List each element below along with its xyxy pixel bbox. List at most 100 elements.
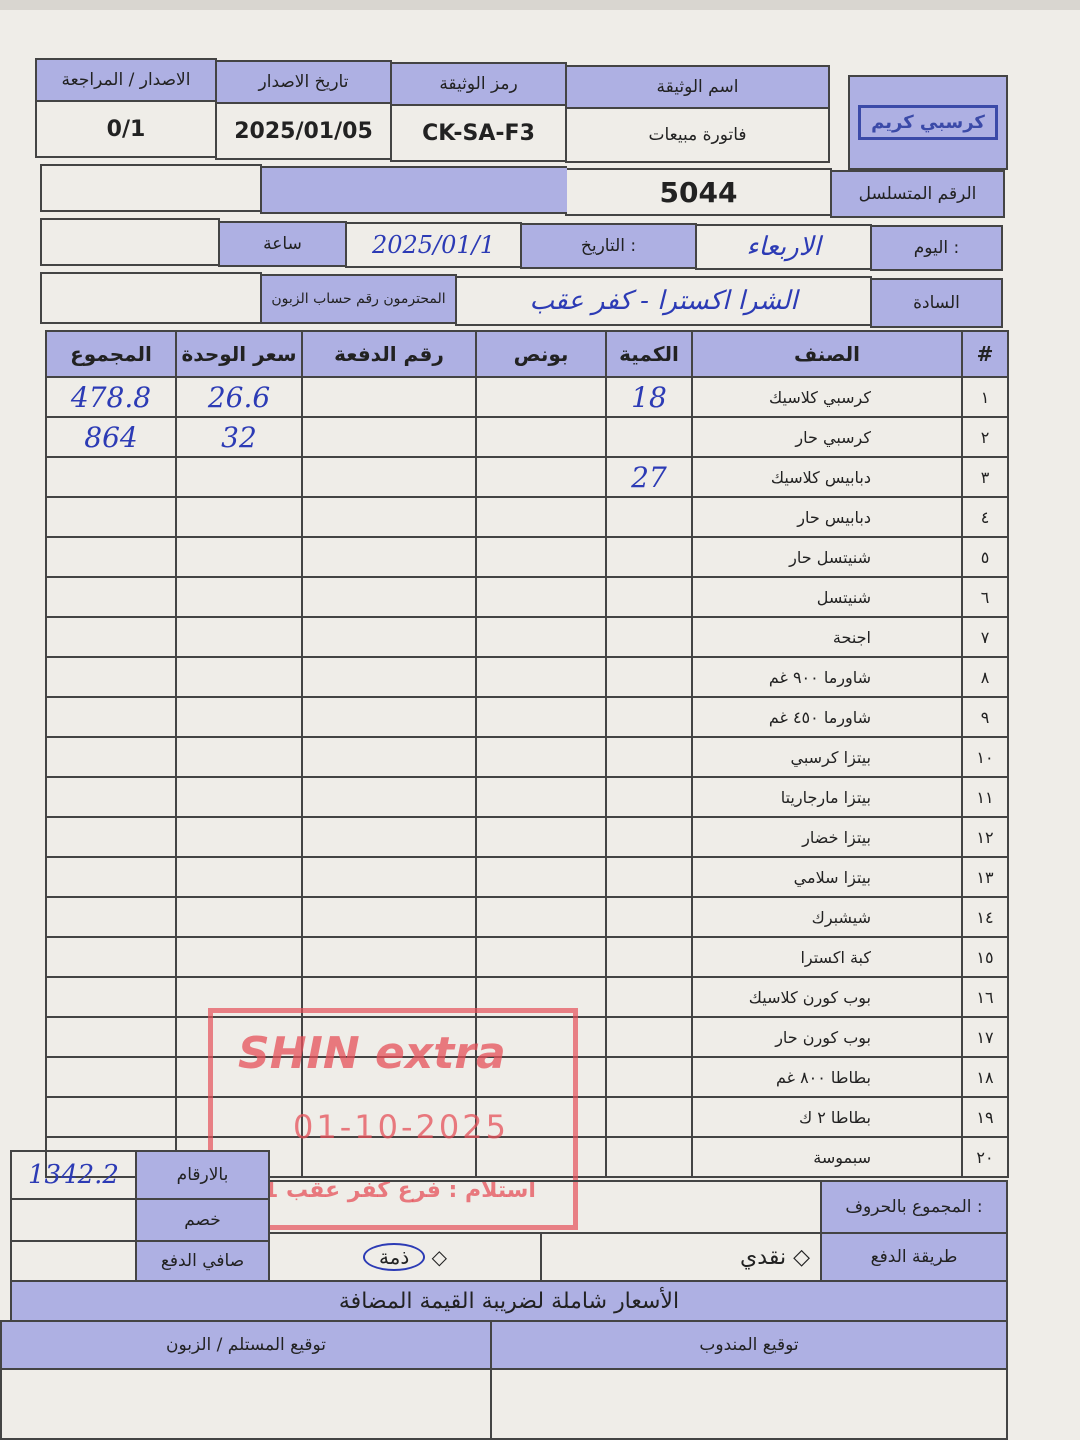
bonus[interactable] bbox=[475, 416, 607, 458]
unit-price[interactable] bbox=[175, 1096, 303, 1138]
batch-number[interactable] bbox=[301, 656, 477, 698]
customer-field[interactable]: الشرا اكسترا - كفر عقب bbox=[455, 276, 872, 326]
quantity[interactable] bbox=[605, 616, 693, 658]
bonus[interactable] bbox=[475, 976, 607, 1018]
bonus[interactable] bbox=[475, 936, 607, 978]
bonus[interactable] bbox=[475, 1136, 607, 1178]
unit-price[interactable] bbox=[175, 936, 303, 978]
total-numbers-field[interactable]: 1342.2 bbox=[10, 1150, 137, 1200]
quantity[interactable] bbox=[605, 416, 693, 458]
bonus[interactable] bbox=[475, 576, 607, 618]
quantity[interactable] bbox=[605, 576, 693, 618]
unit-price[interactable] bbox=[175, 1056, 303, 1098]
batch-number[interactable] bbox=[301, 496, 477, 538]
quantity[interactable] bbox=[605, 656, 693, 698]
line-total[interactable] bbox=[45, 656, 177, 698]
time-field[interactable] bbox=[40, 218, 220, 266]
unit-price[interactable] bbox=[175, 576, 303, 618]
quantity[interactable] bbox=[605, 736, 693, 778]
batch-number[interactable] bbox=[301, 856, 477, 898]
unit-price[interactable] bbox=[175, 776, 303, 818]
batch-number[interactable] bbox=[301, 816, 477, 858]
quantity[interactable] bbox=[605, 536, 693, 578]
unit-price[interactable] bbox=[175, 976, 303, 1018]
day-field[interactable]: الاربعاء bbox=[695, 224, 872, 270]
receiver-signature-field[interactable] bbox=[0, 1368, 492, 1440]
unit-price[interactable]: 32 bbox=[175, 416, 303, 458]
quantity[interactable] bbox=[605, 816, 693, 858]
bonus[interactable] bbox=[475, 736, 607, 778]
line-total[interactable] bbox=[45, 536, 177, 578]
quantity[interactable] bbox=[605, 776, 693, 818]
line-total[interactable]: 864 bbox=[45, 416, 177, 458]
batch-number[interactable] bbox=[301, 1016, 477, 1058]
batch-number[interactable] bbox=[301, 1056, 477, 1098]
rep-signature-field[interactable] bbox=[490, 1368, 1008, 1440]
batch-number[interactable] bbox=[301, 736, 477, 778]
batch-number[interactable] bbox=[301, 376, 477, 418]
total-words-field[interactable] bbox=[268, 1180, 822, 1234]
line-total[interactable] bbox=[45, 936, 177, 978]
batch-number[interactable] bbox=[301, 1096, 477, 1138]
line-total[interactable] bbox=[45, 1016, 177, 1058]
bonus[interactable] bbox=[475, 536, 607, 578]
batch-number[interactable] bbox=[301, 416, 477, 458]
bonus[interactable] bbox=[475, 696, 607, 738]
unit-price[interactable] bbox=[175, 896, 303, 938]
net-payment-field[interactable] bbox=[10, 1240, 137, 1282]
batch-number[interactable] bbox=[301, 536, 477, 578]
quantity[interactable] bbox=[605, 696, 693, 738]
unit-price[interactable] bbox=[175, 456, 303, 498]
batch-number[interactable] bbox=[301, 616, 477, 658]
line-total[interactable] bbox=[45, 456, 177, 498]
line-total[interactable] bbox=[45, 736, 177, 778]
unit-price[interactable] bbox=[175, 496, 303, 538]
bonus[interactable] bbox=[475, 1096, 607, 1138]
unit-price[interactable] bbox=[175, 536, 303, 578]
quantity[interactable] bbox=[605, 976, 693, 1018]
quantity[interactable] bbox=[605, 496, 693, 538]
quantity[interactable] bbox=[605, 856, 693, 898]
unit-price[interactable] bbox=[175, 736, 303, 778]
payment-credit-option[interactable]: ذمة ◇ bbox=[268, 1232, 542, 1282]
line-total[interactable] bbox=[45, 696, 177, 738]
quantity[interactable] bbox=[605, 1096, 693, 1138]
batch-number[interactable] bbox=[301, 976, 477, 1018]
batch-number[interactable] bbox=[301, 896, 477, 938]
line-total[interactable] bbox=[45, 856, 177, 898]
unit-price[interactable] bbox=[175, 696, 303, 738]
bonus[interactable] bbox=[475, 1056, 607, 1098]
quantity[interactable] bbox=[605, 896, 693, 938]
quantity[interactable] bbox=[605, 1136, 693, 1178]
bonus[interactable] bbox=[475, 776, 607, 818]
bonus[interactable] bbox=[475, 856, 607, 898]
unit-price[interactable] bbox=[175, 656, 303, 698]
line-total[interactable] bbox=[45, 616, 177, 658]
account-field[interactable] bbox=[40, 272, 262, 324]
payment-cash-option[interactable]: نقدي ◇ bbox=[540, 1232, 822, 1282]
quantity[interactable] bbox=[605, 1016, 693, 1058]
line-total[interactable] bbox=[45, 1096, 177, 1138]
line-total[interactable] bbox=[45, 976, 177, 1018]
unit-price[interactable] bbox=[175, 616, 303, 658]
line-total[interactable] bbox=[45, 576, 177, 618]
quantity[interactable]: 27 bbox=[605, 456, 693, 498]
batch-number[interactable] bbox=[301, 1136, 477, 1178]
bonus[interactable] bbox=[475, 1016, 607, 1058]
batch-number[interactable] bbox=[301, 936, 477, 978]
batch-number[interactable] bbox=[301, 776, 477, 818]
line-total[interactable] bbox=[45, 1056, 177, 1098]
line-total[interactable] bbox=[45, 816, 177, 858]
quantity[interactable] bbox=[605, 1056, 693, 1098]
line-total[interactable]: 478.8 bbox=[45, 376, 177, 418]
bonus[interactable] bbox=[475, 376, 607, 418]
unit-price[interactable] bbox=[175, 1016, 303, 1058]
date-field[interactable]: 2025/01/1 bbox=[345, 222, 522, 268]
bonus[interactable] bbox=[475, 896, 607, 938]
bonus[interactable] bbox=[475, 496, 607, 538]
batch-number[interactable] bbox=[301, 456, 477, 498]
quantity[interactable] bbox=[605, 936, 693, 978]
bonus[interactable] bbox=[475, 816, 607, 858]
unit-price[interactable] bbox=[175, 816, 303, 858]
discount-field[interactable] bbox=[10, 1198, 137, 1242]
